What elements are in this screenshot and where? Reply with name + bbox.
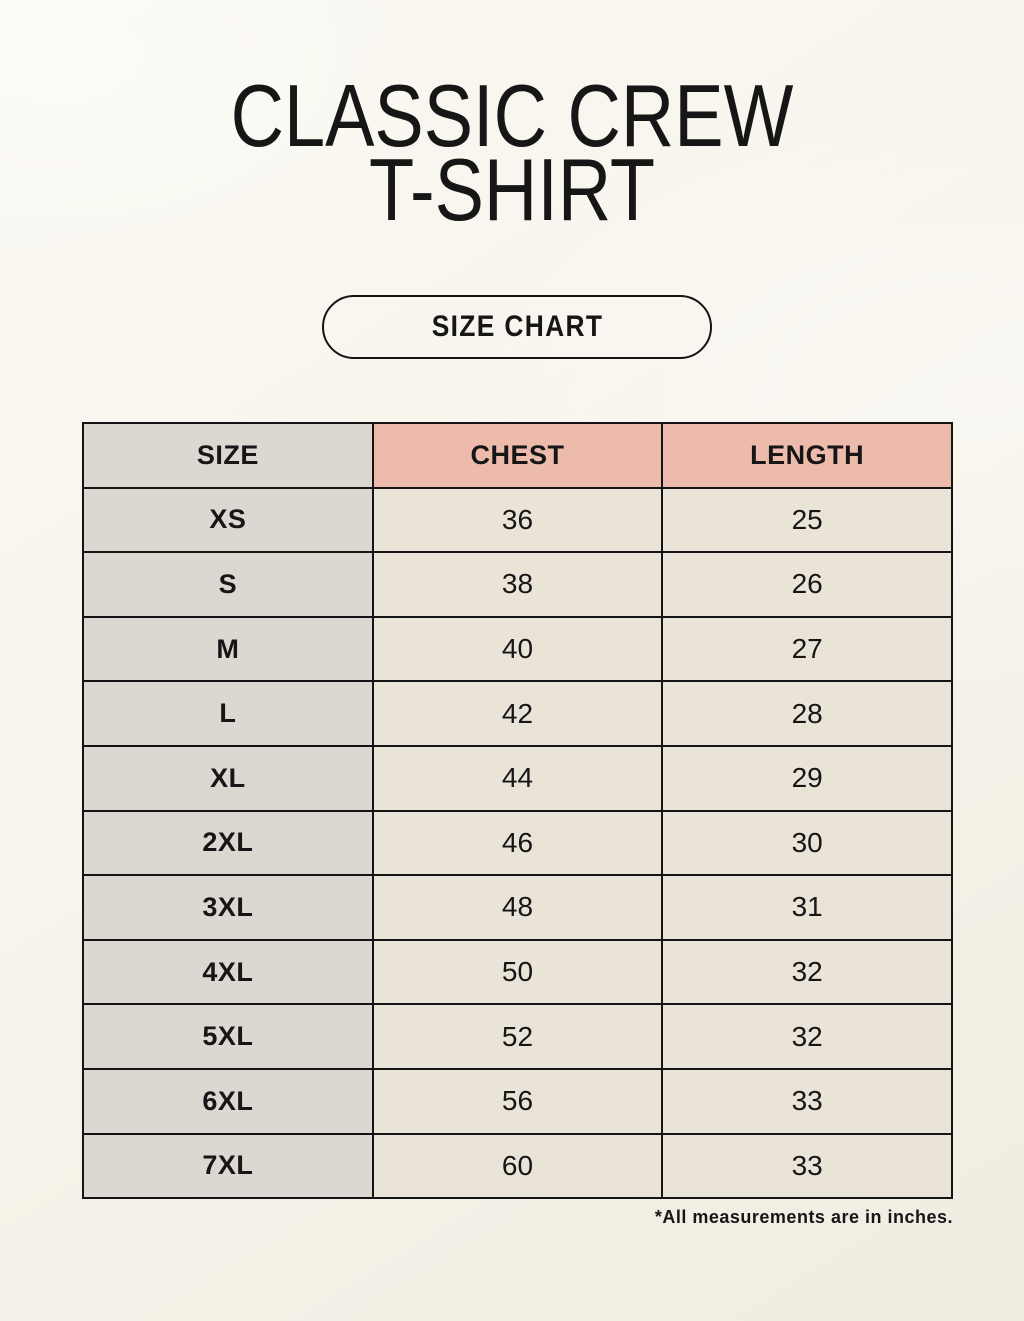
- chest-cell: 46: [371, 809, 664, 877]
- length-cell: 30: [661, 809, 953, 877]
- table-row: S 38 26: [82, 551, 953, 618]
- chest-cell: 40: [371, 615, 664, 683]
- size-cell: 5XL: [82, 1003, 374, 1070]
- size-chart-button[interactable]: SIZE CHART: [322, 295, 712, 359]
- length-cell: 32: [661, 1003, 953, 1070]
- size-cell: S: [82, 551, 374, 618]
- page-title-line1: CLASSIC CREW: [230, 66, 794, 165]
- column-header-size: SIZE: [82, 422, 374, 489]
- size-cell: L: [82, 680, 374, 747]
- length-cell: 29: [661, 744, 953, 812]
- table-row: XS 36 25: [82, 486, 953, 554]
- table-row: 4XL 50 32: [82, 938, 953, 1006]
- chest-cell: 48: [371, 874, 664, 941]
- size-cell: 6XL: [82, 1067, 374, 1135]
- length-cell: 33: [661, 1067, 953, 1135]
- length-cell: 27: [661, 615, 953, 683]
- column-header-chest: CHEST: [371, 422, 664, 489]
- table-row: M 40 27: [82, 615, 953, 683]
- length-cell: 25: [661, 486, 953, 554]
- chest-cell: 52: [371, 1003, 664, 1070]
- chest-cell: 38: [371, 551, 664, 618]
- size-cell: M: [82, 615, 374, 683]
- length-cell: 31: [661, 874, 953, 941]
- chest-cell: 50: [371, 938, 664, 1006]
- table-row: 3XL 48 31: [82, 874, 953, 941]
- chest-cell: 56: [371, 1067, 664, 1135]
- length-cell: 28: [661, 680, 953, 747]
- chest-cell: 60: [371, 1132, 664, 1200]
- chest-cell: 36: [371, 486, 664, 554]
- header-row: SIZE CHEST LENGTH: [82, 422, 953, 489]
- table-row: XL 44 29: [82, 744, 953, 812]
- measurements-footnote: *All measurements are in inches.: [654, 1207, 953, 1227]
- table-row: 2XL 46 30: [82, 809, 953, 877]
- table-row: 6XL 56 33: [82, 1067, 953, 1135]
- size-cell: XL: [82, 744, 374, 812]
- page-title: CLASSIC CREW T-SHIRT: [82, 66, 942, 239]
- size-cell: 4XL: [82, 938, 374, 1006]
- length-cell: 33: [661, 1132, 953, 1200]
- table-row: 5XL 52 32: [82, 1003, 953, 1070]
- size-chart-button-label: SIZE CHART: [431, 310, 603, 343]
- size-cell: 2XL: [82, 809, 374, 877]
- column-header-length: LENGTH: [661, 422, 953, 489]
- chest-cell: 44: [371, 744, 664, 812]
- length-cell: 26: [661, 551, 953, 618]
- table-row: 7XL 60 33: [82, 1132, 953, 1200]
- size-cell: 7XL: [82, 1132, 374, 1200]
- size-chart-table: SIZE CHEST LENGTH XS 36 25 S 38 26 M 40 27 L 42 28 X…: [82, 422, 953, 1200]
- size-chart-table-header: SIZE CHEST LENGTH: [82, 422, 953, 489]
- length-cell: 32: [661, 938, 953, 1006]
- size-chart-table-body: XS 36 25 S 38 26 M 40 27 L 42 28 XL 44 29 2XL 46 30 3XL 48 3…: [82, 486, 953, 1200]
- chest-cell: 42: [371, 680, 664, 747]
- size-cell: XS: [82, 486, 374, 554]
- page-title-line2: T-SHIRT: [368, 140, 656, 239]
- table-row: L 42 28: [82, 680, 953, 747]
- size-cell: 3XL: [82, 874, 374, 941]
